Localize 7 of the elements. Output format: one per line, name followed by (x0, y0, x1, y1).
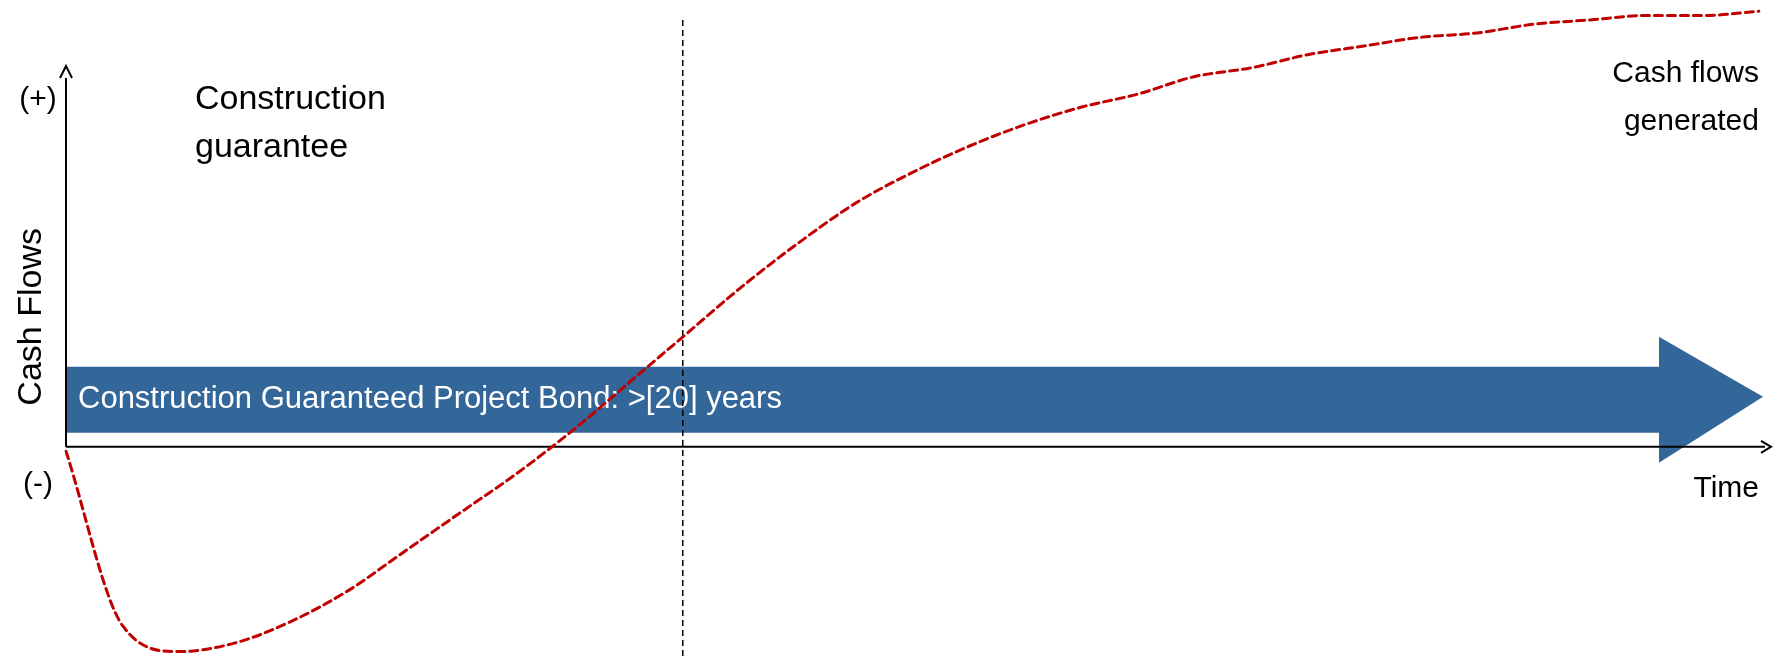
y-axis-title: Cash Flows (10, 228, 49, 406)
annotation: Construction Guaranteed Project Bond: >[20] years (78, 380, 782, 416)
annotation: Construction guarantee (195, 78, 386, 165)
text: (-) (23, 466, 53, 500)
x-axis-title: Time (1693, 470, 1759, 504)
annotation: Cash flows generated (1612, 55, 1759, 137)
text: (+) (19, 81, 57, 115)
